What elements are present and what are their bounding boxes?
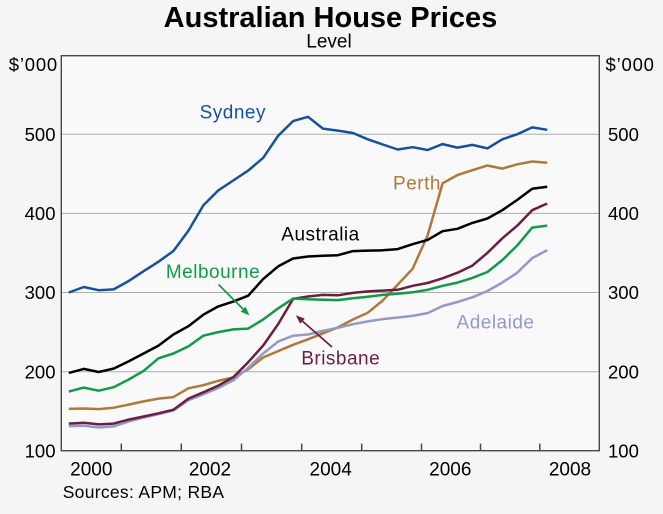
svg-text:Perth: Perth <box>393 174 441 195</box>
svg-text:500: 500 <box>608 124 639 145</box>
svg-text:2002: 2002 <box>189 459 231 480</box>
svg-text:Melbourne: Melbourne <box>166 262 260 283</box>
svg-text:300: 300 <box>25 282 56 303</box>
svg-text:Level: Level <box>306 32 351 53</box>
svg-text:2000: 2000 <box>70 459 112 480</box>
svg-text:400: 400 <box>25 203 56 224</box>
svg-text:100: 100 <box>608 440 639 461</box>
svg-text:$’000: $’000 <box>606 54 655 75</box>
svg-text:400: 400 <box>608 203 639 224</box>
svg-text:2004: 2004 <box>310 459 353 480</box>
svg-text:Sydney: Sydney <box>200 103 266 124</box>
svg-text:Australian House Prices: Australian House Prices <box>164 2 498 34</box>
svg-text:Sources: APM; RBA: Sources: APM; RBA <box>63 482 225 502</box>
svg-text:Adelaide: Adelaide <box>457 313 535 334</box>
svg-text:Australia: Australia <box>281 225 359 246</box>
svg-text:2006: 2006 <box>429 459 471 480</box>
svg-text:200: 200 <box>25 361 56 382</box>
svg-text:300: 300 <box>608 282 639 303</box>
svg-text:100: 100 <box>25 440 56 461</box>
svg-text:Brisbane: Brisbane <box>301 348 380 369</box>
svg-text:500: 500 <box>25 124 56 145</box>
svg-text:2008: 2008 <box>549 459 591 480</box>
svg-text:$’000: $’000 <box>9 54 58 75</box>
svg-text:200: 200 <box>608 361 639 382</box>
